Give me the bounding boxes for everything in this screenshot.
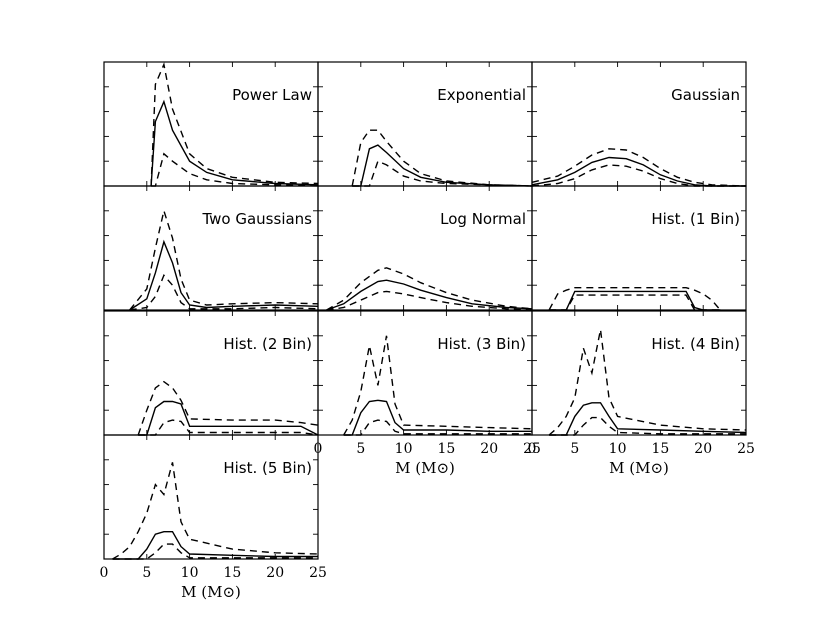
panel-frame [531, 61, 747, 187]
panel-frame [531, 185, 747, 311]
x-tick-label: 10 [609, 441, 627, 457]
series-upper [531, 148, 747, 187]
panel-title: Hist. (1 Bin) [651, 210, 740, 228]
panel-title: Hist. (5 Bin) [223, 459, 312, 477]
panel-2: Exponential [317, 61, 533, 187]
series-lower [549, 294, 721, 311]
series-upper [548, 287, 721, 311]
panel-8: Hist. (3 Bin) 0 5 10 15 20 25 M (M⊙) [314, 310, 541, 477]
panel-title: Log Normal [440, 210, 526, 228]
series-upper [548, 329, 747, 436]
panel-title: Hist. (3 Bin) [437, 335, 526, 353]
panel-title: Two Gaussians [201, 210, 312, 228]
series-median [326, 279, 533, 311]
series-lower [549, 416, 746, 436]
panel-frame [103, 185, 319, 311]
panel-1: Power Law [103, 61, 319, 187]
series-median [531, 156, 746, 187]
x-tick-label: 20 [694, 441, 712, 457]
panel-title: Exponential [437, 86, 526, 104]
panel-10: Hist. (5 Bin) 0 5 10 15 20 25 M (M⊙) [100, 434, 327, 601]
x-tick-label: 10 [181, 565, 199, 581]
series-lower [343, 419, 532, 436]
series-lower [151, 152, 319, 187]
panel-3: Gaussian [531, 61, 747, 187]
series-median [343, 399, 532, 436]
series-median [352, 144, 533, 187]
x-axis-label: M (M⊙) [395, 459, 455, 477]
panel-frame [103, 61, 319, 187]
x-tick-label: 5 [142, 565, 151, 581]
series-median [129, 239, 319, 311]
series-upper [129, 208, 319, 311]
panel-frame [531, 310, 747, 436]
series-median [549, 402, 747, 436]
x-tick-label: 20 [266, 565, 284, 581]
x-axis-label: M (M⊙) [181, 583, 241, 601]
series-upper [343, 335, 533, 436]
series-lower [352, 160, 533, 187]
panel-frame [103, 310, 319, 436]
series-upper [112, 462, 319, 560]
x-axis-label: M (M⊙) [609, 459, 669, 477]
x-tick-label: 25 [523, 441, 541, 457]
x-tick-label: 15 [437, 441, 455, 457]
series-median [138, 400, 319, 436]
x-tick-label: 15 [651, 441, 669, 457]
panel-frame [317, 61, 533, 187]
x-tick-label: 5 [570, 441, 579, 457]
series-lower [129, 273, 319, 311]
x-tick-label: 10 [395, 441, 413, 457]
series-lower [531, 164, 746, 187]
x-tick-label: 25 [737, 441, 755, 457]
series-lower [112, 543, 318, 560]
panel-6: Hist. (1 Bin) [531, 185, 747, 311]
panel-title: Hist. (4 Bin) [651, 335, 740, 353]
panel-9: Hist. (4 Bin) 0 5 10 15 20 25 M (M⊙) [528, 310, 755, 477]
series-median [150, 99, 319, 187]
series-upper [137, 380, 319, 436]
series-upper [351, 129, 533, 187]
panel-title: Gaussian [671, 86, 740, 104]
x-tick-label: 5 [356, 441, 365, 457]
panel-title: Hist. (2 Bin) [223, 335, 312, 353]
panel-7: Hist. (2 Bin) [103, 310, 319, 436]
series-lower [326, 290, 533, 311]
panel-4: Two Gaussians [103, 185, 319, 311]
x-tick-label: 0 [100, 565, 109, 581]
x-tick-label: 15 [223, 565, 241, 581]
x-tick-label: 25 [309, 565, 327, 581]
panel-frame [103, 434, 319, 560]
panel-5: Log Normal [317, 185, 533, 311]
series-upper [150, 62, 319, 187]
x-tick-label: 0 [528, 441, 537, 457]
x-tick-label: 20 [480, 441, 498, 457]
series-upper [326, 267, 533, 311]
panel-frame [317, 310, 533, 436]
panel-title: Power Law [232, 86, 312, 104]
